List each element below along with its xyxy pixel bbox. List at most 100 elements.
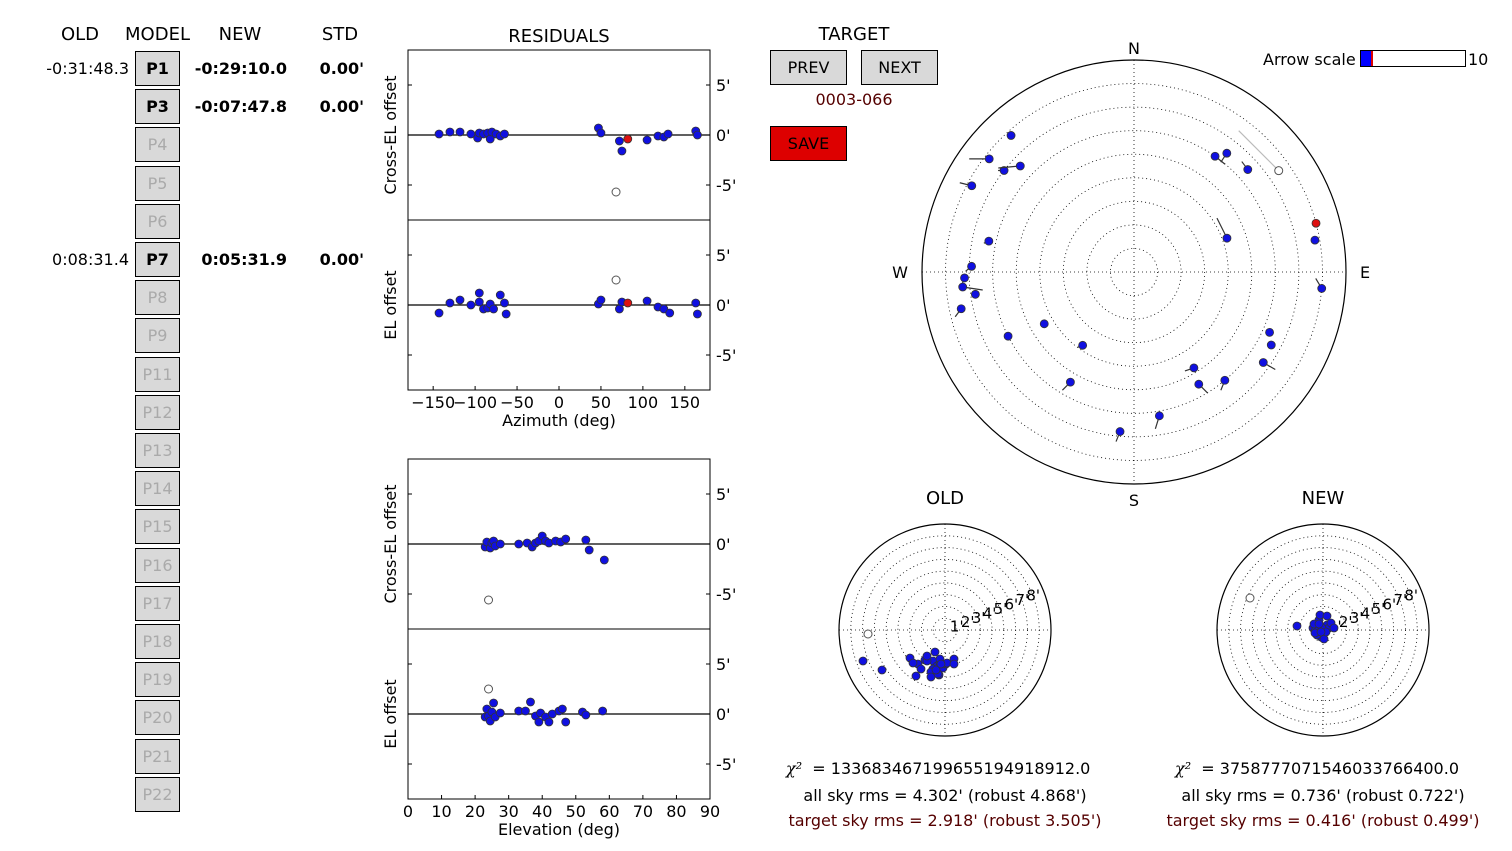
param-std-value: 0.00' <box>319 59 364 78</box>
param-button-p8[interactable]: P8 <box>135 280 180 316</box>
save-button[interactable]: SAVE <box>770 126 847 161</box>
param-button-p22[interactable]: P22 <box>135 776 180 812</box>
ring-label: 6' <box>1005 596 1019 614</box>
residual-panel-2: 5' 0' -5' EL offset −150−100 −50 0 50 100 150 Azim… <box>381 219 736 430</box>
param-button-p3[interactable]: P3 <box>135 89 180 125</box>
sky-south-label: S <box>1129 491 1139 510</box>
sky-point <box>1078 340 1088 350</box>
new-offset-polar-plot: 1'2'3'4'5'6'7'8' <box>1216 523 1430 737</box>
param-button-p6[interactable]: P6 <box>135 203 180 239</box>
polar-grid-ring <box>1299 606 1347 654</box>
param-button-p1[interactable]: P1 <box>135 51 180 86</box>
sky-point <box>1220 375 1230 385</box>
param-button-p18[interactable]: P18 <box>135 624 180 659</box>
residual-point <box>581 710 591 720</box>
param-button-p17[interactable]: P17 <box>135 585 180 621</box>
residual-point <box>584 545 594 555</box>
y-axis-label: EL offset <box>381 270 400 339</box>
residual-point <box>474 288 484 298</box>
x-tick-label: 60 <box>599 802 619 821</box>
sky-point <box>1115 427 1125 436</box>
polar-grid-ring <box>1287 594 1359 666</box>
new-chi2-value: = 37587770715460337664​00.0 <box>1201 759 1459 778</box>
x-tick-label: 80 <box>666 802 686 821</box>
param-button-p20[interactable]: P20 <box>135 700 180 736</box>
param-std-value: 0.00' <box>319 97 364 117</box>
x-tick-label: 50 <box>566 802 586 821</box>
new-point <box>1292 621 1302 631</box>
sky-point <box>1310 235 1320 245</box>
ring-label: 4' <box>1361 604 1375 622</box>
arrow-scale-handle[interactable] <box>1371 51 1374 66</box>
residual-point <box>534 717 544 727</box>
residual-point <box>544 717 554 727</box>
arrow-scale-max: 10 <box>1468 50 1489 69</box>
arrow-scale-slider[interactable] <box>1360 50 1466 67</box>
residual-point <box>455 127 465 137</box>
ring-label: 5' <box>994 600 1008 618</box>
ring-label: 2' <box>1339 613 1353 631</box>
residual-point <box>665 308 675 318</box>
param-button-p9[interactable]: P9 <box>135 318 180 354</box>
target-name: 0003-066 <box>815 90 893 109</box>
new-excluded-point <box>1245 593 1255 603</box>
sky-point <box>967 181 977 191</box>
sky-point <box>1006 131 1016 140</box>
old-point <box>908 658 918 668</box>
y-tick-label: -5' <box>716 176 736 195</box>
old-excluded-point <box>863 629 873 639</box>
new-chi2: χ² = 37587770715460337664​00.0 <box>1175 759 1459 778</box>
excluded-point <box>484 595 494 605</box>
polar-grid-ring <box>932 617 958 643</box>
residual-point <box>501 309 511 319</box>
x-tick-label: 0 <box>554 393 564 412</box>
param-button-p15[interactable]: P15 <box>135 509 180 545</box>
new-point <box>1314 619 1324 629</box>
residual-point <box>693 130 702 140</box>
residual-point <box>561 534 571 544</box>
residual-point <box>642 296 652 306</box>
param-button-p5[interactable]: P5 <box>135 165 180 201</box>
x-tick-label: −50 <box>500 393 534 412</box>
sky-east-label: E <box>1360 263 1370 282</box>
new-point <box>1322 611 1332 621</box>
prev-button[interactable]: PREV <box>770 50 847 85</box>
x-tick-label: 100 <box>628 393 659 412</box>
residual-point <box>434 308 444 318</box>
param-button-p12[interactable]: P12 <box>135 394 180 430</box>
param-button-p13[interactable]: P13 <box>135 433 180 468</box>
sky-point <box>1003 331 1013 341</box>
ring-label: 7' <box>1393 591 1407 609</box>
param-button-p19[interactable]: P19 <box>135 662 180 698</box>
y-axis-label: EL offset <box>381 679 400 748</box>
y-tick-label: 0' <box>716 535 731 554</box>
residual-point <box>642 135 652 145</box>
sky-point <box>958 282 968 292</box>
x-tick-label: 50 <box>591 393 611 412</box>
sky-point <box>1194 379 1204 389</box>
old-point <box>922 651 932 661</box>
param-button-p11[interactable]: P11 <box>135 356 180 392</box>
residual-point <box>599 555 609 565</box>
target-point <box>623 298 633 308</box>
param-button-p14[interactable]: P14 <box>135 471 180 507</box>
sky-point <box>1243 165 1253 174</box>
residual-point <box>514 539 524 549</box>
std-column-header: STD <box>321 24 359 45</box>
ring-label: 8' <box>1404 587 1418 605</box>
sky-grid-ring <box>1086 224 1182 320</box>
next-button[interactable]: NEXT <box>861 50 938 85</box>
sky-point <box>1065 377 1075 387</box>
x-tick-label: 30 <box>498 802 518 821</box>
param-new-value: 0:05:31.9 <box>201 250 287 269</box>
param-button-p16[interactable]: P16 <box>135 547 180 583</box>
residuals-title: RESIDUALS <box>508 26 610 47</box>
param-button-p7[interactable]: P7 <box>135 242 180 277</box>
old-point <box>936 659 946 669</box>
param-button-p4[interactable]: P4 <box>135 127 180 163</box>
old-chi2: χ² = 133683467199655194918912.0 <box>786 759 1090 778</box>
param-button-p21[interactable]: P21 <box>135 738 180 774</box>
residual-panel-1: 5' 0' -5' Cross-EL offset <box>381 49 736 221</box>
param-new-value: -0:29:10.0 <box>194 59 287 78</box>
ring-label: 3' <box>972 609 986 627</box>
